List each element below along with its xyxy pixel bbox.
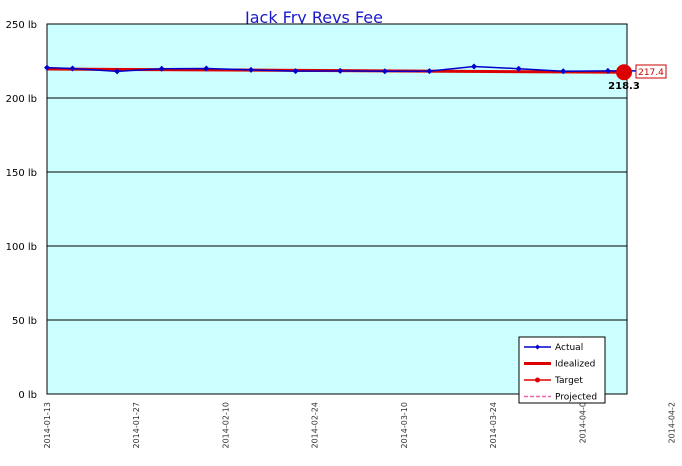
y-tick-label: 0 lb [18,390,37,401]
actual-point [203,65,210,72]
actual-point [471,63,478,70]
target-point [616,64,632,81]
legend-label: Idealized [555,360,595,370]
x-tick-label: 2014-02-10 [221,402,230,449]
legend-label: Actual [555,343,583,353]
x-axis-ticks: 2014-01-13 2014-01-27 2014-02-10 2014-02-24… [43,402,677,449]
actual-point [44,64,50,71]
legend-label: Target [554,376,583,386]
x-tick-label: 2014-01-27 [132,402,141,449]
y-tick-label: 100 lb [6,242,37,253]
y-tick-label: 250 lb [6,20,37,31]
actual-point [604,67,611,74]
x-tick-label: 2014-04-2 [668,402,677,443]
actual-point [381,68,388,75]
x-tick-label: 2014-02-24 [311,402,320,449]
y-tick-label: 50 lb [12,316,37,327]
actual-point [515,65,522,72]
end-value-label: 218.3 [608,81,640,92]
target-value-box [635,64,667,79]
x-tick-label: 2014-03-24 [489,402,498,449]
actual-point [247,66,254,73]
chart-title: Jack Fry Revs Fee [244,8,383,27]
y-tick-label: 150 lb [6,168,37,179]
actual-point [69,65,76,72]
actual-point [292,68,299,75]
legend-box [518,336,606,404]
actual-point [114,68,121,75]
legend-label: Projected [555,393,597,403]
grid-lines [47,97,627,321]
actual-point [158,65,165,72]
x-tick-label: 2014-01-13 [43,402,52,449]
y-tick-label: 200 lb [6,94,37,105]
x-tick-label: 2014-04-0 [578,402,587,443]
legend: Actual Idealized Target Projected [518,336,606,404]
target-value-label: 217.4 [638,68,664,78]
series-layer [44,63,656,81]
y-axis-ticks: 0 lb 50 lb 100 lb 150 lb 200 lb 250 lb [6,20,37,401]
actual-point [560,68,567,75]
x-tick-label: 2014-03-10 [400,402,409,449]
annotations: 218.3 217.4 [608,64,667,92]
actual-point [337,67,344,74]
plot-area [46,23,628,395]
legend-marker [535,344,540,350]
actual-point [426,68,433,75]
legend-marker [535,377,540,383]
